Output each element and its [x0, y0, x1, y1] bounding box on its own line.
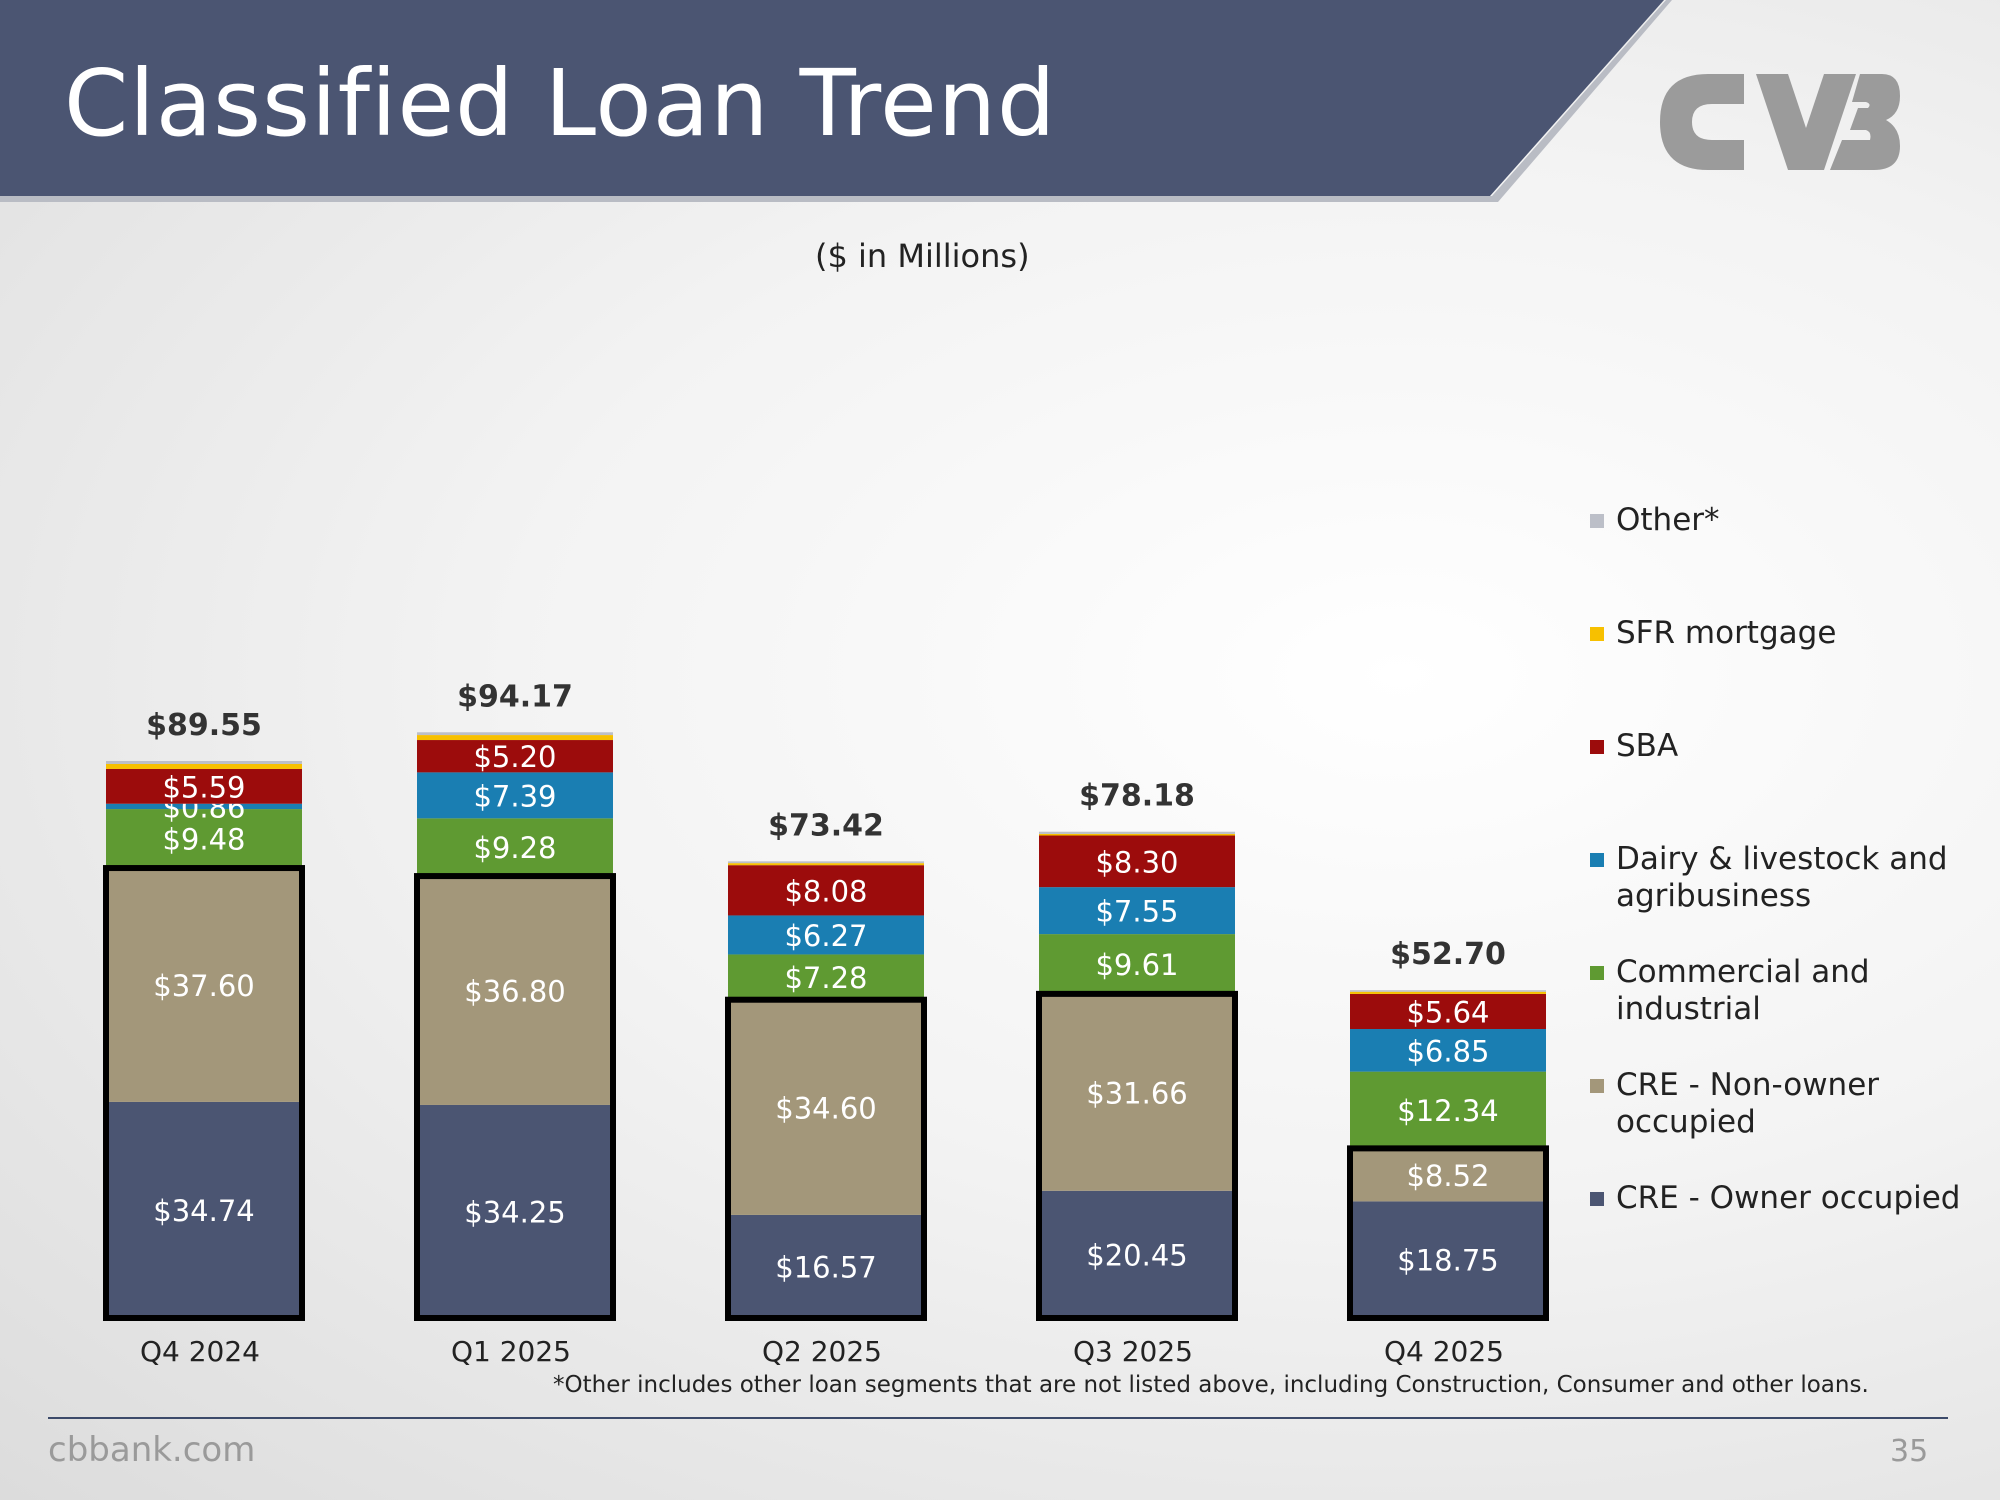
data-label-cre-owner-occupied-q3-2025: $20.45 — [1086, 1238, 1187, 1272]
category-label-q4-2024: Q4 2024 — [140, 1335, 260, 1368]
data-label-cre-owner-occupied-q1-2025: $34.25 — [464, 1195, 565, 1229]
units-note: ($ in Millions) — [815, 237, 1030, 275]
header-shadow — [0, 0, 1672, 202]
data-label-sba-q4-2025: $5.64 — [1406, 995, 1489, 1029]
total-label-q4-2024: $89.55 — [146, 708, 262, 743]
bar-other-q2-2025 — [728, 861, 924, 864]
data-label-dairy-livestock-and-agribusiness-q3-2025: $7.55 — [1095, 895, 1178, 929]
bar-dairy-livestock-and-agribusiness-q3-2025 — [1039, 887, 1235, 935]
data-label-dairy-livestock-and-agribusiness-q1-2025: $7.39 — [473, 779, 556, 813]
bar-other-q4-2024 — [106, 760, 302, 764]
bar-cre-owner-occupied-q2-2025 — [728, 1214, 924, 1318]
slide-title: Classified Loan Trend — [64, 50, 1057, 157]
data-label-cre-non-owner-occupied-q2-2025: $34.60 — [775, 1091, 876, 1125]
bar-sba-q2-2025 — [728, 865, 924, 916]
bar-sba-q3-2025 — [1039, 835, 1235, 888]
bar-sfr-mortgage-q2-2025 — [728, 863, 924, 866]
legend-swatch — [1590, 853, 1604, 867]
bar-commercial-and-industrial-q1-2025 — [417, 818, 613, 877]
data-label-commercial-and-industrial-q1-2025: $9.28 — [473, 831, 556, 865]
category-label-q1-2025: Q1 2025 — [451, 1335, 571, 1368]
data-label-sba-q3-2025: $8.30 — [1095, 845, 1178, 879]
legend-swatch — [1590, 1192, 1604, 1206]
data-label-cre-non-owner-occupied-q4-2024: $37.60 — [153, 969, 254, 1003]
header-background — [0, 0, 1664, 196]
cre-outline-q2-2025 — [725, 996, 927, 1321]
bar-sba-q1-2025 — [417, 740, 613, 773]
legend-label: Dairy & livestock and agribusiness — [1616, 841, 1948, 914]
legend-label: SBA — [1616, 728, 1679, 764]
bar-cre-owner-occupied-q4-2025 — [1350, 1201, 1546, 1318]
cre-outline-q4-2025 — [1347, 1145, 1549, 1322]
data-label-cre-non-owner-occupied-q4-2025: $8.52 — [1406, 1159, 1489, 1193]
page-number: 35 — [1890, 1434, 1929, 1469]
bar-cre-non-owner-occupied-q4-2024 — [106, 868, 302, 1102]
bar-cre-owner-occupied-q1-2025 — [417, 1104, 613, 1318]
bar-other-q1-2025 — [417, 732, 613, 736]
data-label-sba-q4-2024: $5.59 — [162, 770, 245, 804]
data-label-commercial-and-industrial-q4-2025: $12.34 — [1397, 1094, 1498, 1128]
legend-label: SFR mortgage — [1616, 615, 1837, 651]
footnote: *Other includes other loan segments that… — [553, 1372, 1869, 1398]
footer-rule — [48, 1417, 1948, 1419]
bar-dairy-livestock-and-agribusiness-q2-2025 — [728, 915, 924, 955]
cre-outline-q1-2025 — [414, 873, 616, 1321]
bar-cre-non-owner-occupied-q4-2025 — [1350, 1148, 1546, 1202]
bar-dairy-livestock-and-agribusiness-q4-2024 — [106, 803, 302, 810]
legend-swatch — [1590, 740, 1604, 754]
data-label-sba-q2-2025: $8.08 — [784, 874, 867, 908]
legend-label: CRE - Non-owner occupied — [1616, 1067, 1880, 1140]
bar-sfr-mortgage-q3-2025 — [1039, 833, 1235, 836]
data-label-cre-owner-occupied-q4-2024: $34.74 — [153, 1194, 254, 1228]
legend-label: Commercial and industrial — [1616, 954, 1870, 1027]
bar-cre-non-owner-occupied-q3-2025 — [1039, 993, 1235, 1191]
data-label-commercial-and-industrial-q2-2025: $7.28 — [784, 961, 867, 995]
bar-other-q4-2025 — [1350, 990, 1546, 992]
legend-swatch — [1590, 627, 1604, 641]
data-label-sba-q1-2025: $5.20 — [473, 740, 556, 774]
bar-dairy-livestock-and-agribusiness-q4-2025 — [1350, 1029, 1546, 1072]
total-label-q1-2025: $94.17 — [457, 679, 573, 714]
category-label-q3-2025: Q3 2025 — [1073, 1335, 1193, 1368]
bar-cre-owner-occupied-q4-2024 — [106, 1101, 302, 1318]
bar-sba-q4-2025 — [1350, 993, 1546, 1030]
bar-commercial-and-industrial-q2-2025 — [728, 954, 924, 1000]
bar-commercial-and-industrial-q4-2024 — [106, 809, 302, 869]
data-label-cre-non-owner-occupied-q3-2025: $31.66 — [1086, 1076, 1187, 1110]
bar-cre-non-owner-occupied-q1-2025 — [417, 876, 613, 1105]
total-label-q2-2025: $73.42 — [768, 808, 884, 843]
data-label-cre-non-owner-occupied-q1-2025: $36.80 — [464, 975, 565, 1009]
category-label-q2-2025: Q2 2025 — [762, 1335, 882, 1368]
cre-outline-q4-2024 — [103, 865, 305, 1322]
data-label-dairy-livestock-and-agribusiness-q4-2025: $6.85 — [1406, 1034, 1489, 1068]
data-label-cre-owner-occupied-q4-2025: $18.75 — [1397, 1244, 1498, 1278]
data-label-commercial-and-industrial-q4-2024: $9.48 — [162, 823, 245, 857]
legend-label: Other* — [1616, 502, 1720, 538]
data-label-commercial-and-industrial-q3-2025: $9.61 — [1095, 948, 1178, 982]
cvb-logo — [1660, 74, 1900, 170]
legend-label: CRE - Owner occupied — [1616, 1180, 1961, 1216]
bar-dairy-livestock-and-agribusiness-q1-2025 — [417, 772, 613, 819]
bar-commercial-and-industrial-q4-2025 — [1350, 1071, 1546, 1149]
bar-sfr-mortgage-q4-2024 — [106, 763, 302, 769]
bar-cre-owner-occupied-q3-2025 — [1039, 1190, 1235, 1318]
legend-swatch — [1590, 966, 1604, 980]
header-band — [0, 0, 1672, 202]
bar-sfr-mortgage-q4-2025 — [1350, 991, 1546, 994]
legend-swatch — [1590, 514, 1604, 528]
total-label-q3-2025: $78.18 — [1079, 779, 1195, 814]
bar-cre-non-owner-occupied-q2-2025 — [728, 999, 924, 1215]
bar-sba-q4-2024 — [106, 768, 302, 804]
category-label-q4-2025: Q4 2025 — [1384, 1335, 1504, 1368]
total-label-q4-2025: $52.70 — [1390, 937, 1506, 972]
bar-commercial-and-industrial-q3-2025 — [1039, 934, 1235, 994]
footer-website: cbbank.com — [48, 1430, 256, 1470]
bar-sfr-mortgage-q1-2025 — [417, 735, 613, 741]
data-label-cre-owner-occupied-q2-2025: $16.57 — [775, 1250, 876, 1284]
cre-outline-q3-2025 — [1036, 990, 1238, 1321]
data-label-dairy-livestock-and-agribusiness-q2-2025: $6.27 — [784, 919, 867, 953]
bar-other-q3-2025 — [1039, 831, 1235, 834]
legend-swatch — [1590, 1079, 1604, 1093]
